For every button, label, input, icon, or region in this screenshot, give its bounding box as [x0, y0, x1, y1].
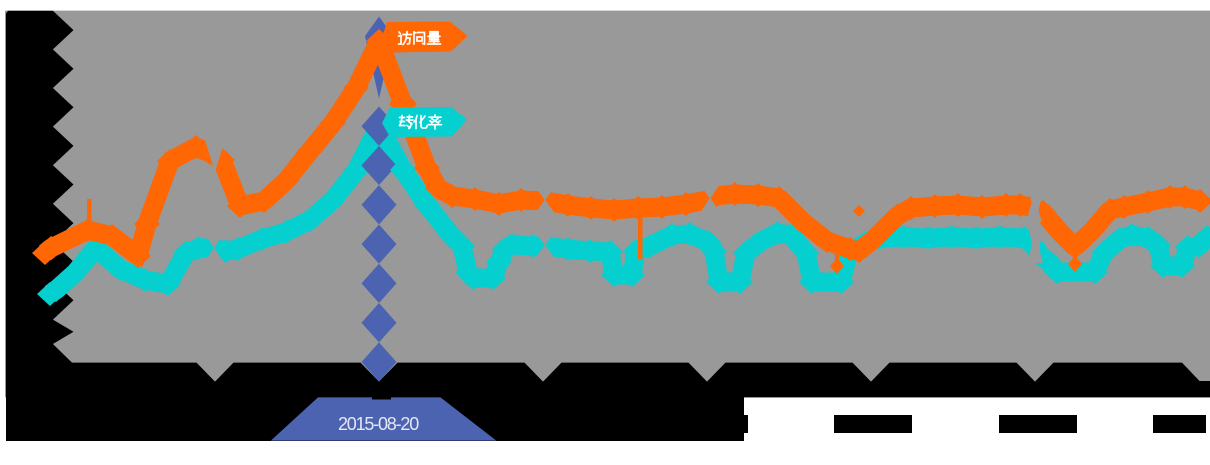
svg-text:2015-08-20: 2015-08-20 [338, 414, 419, 434]
